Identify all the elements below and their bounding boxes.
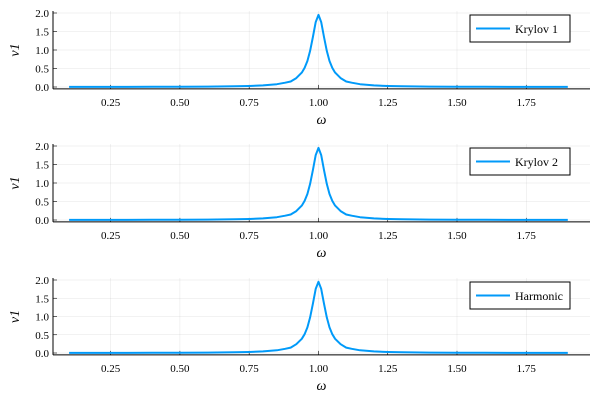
x-tick-label: 0.25 xyxy=(101,363,121,375)
x-tick-label: 0.75 xyxy=(240,230,260,242)
x-axis-label: ω xyxy=(317,379,327,394)
legend-label: Krylov 1 xyxy=(515,22,558,36)
y-tick-label: 2.0 xyxy=(35,8,49,20)
x-tick-label: 1.50 xyxy=(447,97,467,109)
legend: Harmonic xyxy=(469,281,571,310)
x-tick-label: 0.50 xyxy=(170,363,190,375)
y-tick-label: 1.0 xyxy=(35,178,49,190)
y-tick-label: 0.0 xyxy=(35,82,49,94)
y-axis-label: v1 xyxy=(8,310,23,323)
legend-label: Harmonic xyxy=(515,289,563,303)
x-tick-label: 0.75 xyxy=(240,363,260,375)
x-tick-label: 1.75 xyxy=(517,363,537,375)
y-tick-label: 2.0 xyxy=(35,275,49,287)
series-line xyxy=(69,280,568,354)
x-tick-label: 0.50 xyxy=(170,97,190,109)
x-tick-label: 0.50 xyxy=(170,230,190,242)
x-tick-label: 1.25 xyxy=(378,230,398,242)
x-tick-label: 1.75 xyxy=(517,230,537,242)
y-axis-label: v1 xyxy=(8,43,23,56)
x-axis-label: ω xyxy=(317,113,327,128)
legend: Krylov 2 xyxy=(469,147,571,176)
y-tick-label: 0.5 xyxy=(35,197,49,209)
y-tick-label: 2.0 xyxy=(35,141,49,153)
subplot-2: 0.25 0.50 0.75 1.00 1.25 1.50 1.75 0.0 0.5 1.0 1.5… xyxy=(8,141,590,261)
y-tick-label: 1.0 xyxy=(35,312,49,324)
y-tick-label: 0.5 xyxy=(35,330,49,342)
x-tick-label: 1.00 xyxy=(309,97,329,109)
x-tick-label: 0.25 xyxy=(101,97,121,109)
x-tick-label: 1.75 xyxy=(517,97,537,109)
subplot-1: 0.25 0.50 0.75 1.00 1.25 1.50 1.75 0.0 0.5 1.0 1.5… xyxy=(8,8,590,128)
x-tick-label: 1.00 xyxy=(309,363,329,375)
y-tick-label: 1.5 xyxy=(35,27,49,39)
x-axis-label: ω xyxy=(317,246,327,261)
y-tick-label: 0.0 xyxy=(35,215,49,227)
x-tick-label: 0.75 xyxy=(240,97,260,109)
x-tick-label: 1.50 xyxy=(447,363,467,375)
legend-label: Krylov 2 xyxy=(515,155,558,169)
y-tick-label: 1.0 xyxy=(35,45,49,57)
x-tick-label: 1.00 xyxy=(309,230,329,242)
y-tick-label: 1.5 xyxy=(35,160,49,172)
series-line xyxy=(69,13,568,88)
subplot-3: 0.25 0.50 0.75 1.00 1.25 1.50 1.75 0.0 0.5 1.0 1.5… xyxy=(8,275,590,394)
x-tick-label: 0.25 xyxy=(101,230,121,242)
x-tick-label: 1.25 xyxy=(378,97,398,109)
legend: Krylov 1 xyxy=(469,14,571,43)
x-tick-label: 1.50 xyxy=(447,230,467,242)
y-tick-label: 1.5 xyxy=(35,293,49,305)
y-tick-label: 0.0 xyxy=(35,348,49,360)
y-axis-label: v1 xyxy=(8,176,23,189)
y-tick-label: 0.5 xyxy=(35,64,49,76)
x-tick-label: 1.25 xyxy=(378,363,398,375)
series-line xyxy=(69,146,568,221)
